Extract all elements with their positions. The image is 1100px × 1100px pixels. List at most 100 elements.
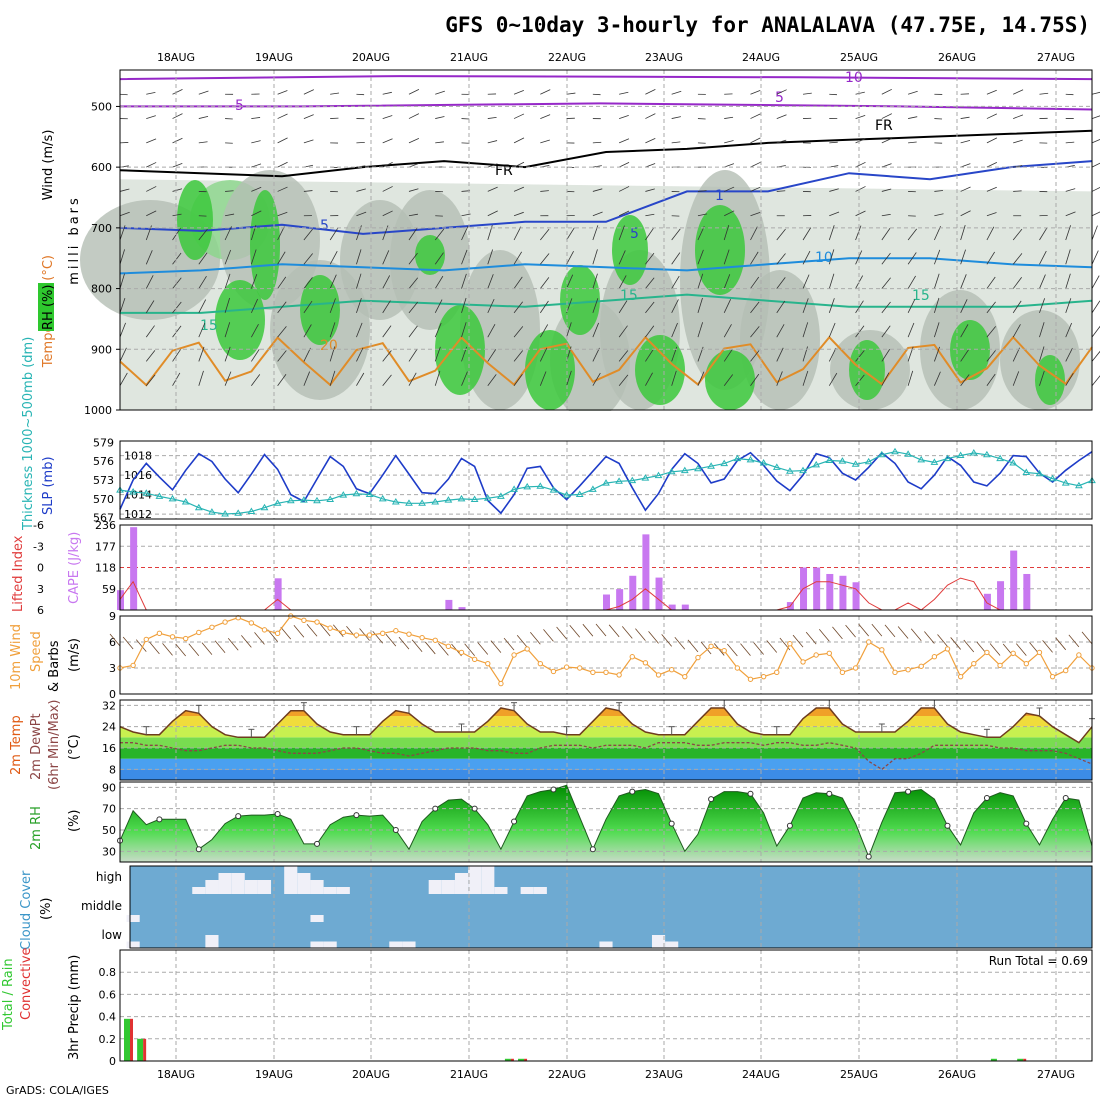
cloud-side-label: Cloud Cover — [19, 870, 34, 950]
wind10m-barb — [871, 623, 883, 637]
top-date-tick-label: 18AUG — [157, 51, 195, 64]
bottom-date-tick-label: 26AUG — [938, 1068, 976, 1081]
wind-barb — [566, 274, 574, 289]
wind-barb — [645, 252, 655, 265]
wind-barb — [251, 374, 261, 386]
wind-barb — [250, 298, 259, 314]
wind-barb — [356, 298, 362, 313]
wind-barb — [855, 225, 862, 241]
thickness-point — [904, 450, 912, 457]
wind-barb — [434, 252, 444, 265]
wind-barb — [277, 374, 287, 386]
wind-barb — [1039, 250, 1047, 265]
thickness-point — [917, 455, 926, 463]
wind10m-barb — [201, 642, 213, 655]
wind-barb — [855, 138, 866, 144]
wind-barb — [224, 322, 231, 338]
rh-point — [1023, 820, 1030, 827]
wind-speed-point — [406, 631, 412, 637]
wind-barb — [461, 371, 468, 386]
thickness-point — [996, 454, 1004, 462]
wind-barb — [986, 161, 998, 168]
cloud-cover-cell — [520, 887, 534, 894]
wind-barb — [907, 299, 916, 314]
rh-green-blob — [950, 320, 990, 380]
wind-barb — [172, 277, 182, 289]
wind10m-barb — [740, 643, 751, 656]
wind-barb — [382, 115, 393, 119]
wind-barb — [855, 300, 864, 314]
wind-barb — [802, 92, 812, 95]
wind-barb — [592, 347, 600, 362]
precip-tick-label: 0.8 — [99, 966, 117, 979]
cape-bar — [826, 573, 834, 610]
thickness-point — [891, 447, 899, 455]
wind-barb — [145, 250, 153, 265]
wind-barb — [986, 373, 996, 386]
wind-barb — [198, 116, 209, 119]
wind-speed-point — [944, 646, 951, 652]
cape-bar — [983, 593, 991, 610]
cloud-cover-cell — [494, 887, 508, 894]
rh-point — [629, 788, 636, 795]
wind-barb — [198, 228, 208, 241]
wind-barb — [986, 226, 995, 241]
thickness-point — [523, 482, 532, 490]
wind-barb — [329, 251, 338, 265]
wind-barb — [855, 114, 866, 119]
cloud-cover-cell — [468, 866, 482, 894]
cape-bar — [603, 594, 610, 610]
thickness-line — [119, 451, 1093, 515]
wind-barb — [303, 300, 313, 314]
rh-green-blob — [435, 305, 485, 395]
temp-line — [119, 707, 1093, 744]
wind10m-barb — [753, 642, 764, 655]
wind-speed-point — [1076, 652, 1082, 658]
wind-barb — [960, 163, 971, 168]
wind-barb — [855, 91, 865, 95]
thickness-point — [602, 479, 610, 486]
wind-barb — [802, 322, 809, 338]
wind10m-barb — [582, 623, 594, 637]
li-tick-label: 0 — [37, 562, 44, 575]
wind-barb — [251, 349, 260, 362]
wind-barb — [356, 322, 363, 338]
thickness-point — [273, 499, 282, 506]
cape-side-label: CAPE (J/kg) — [67, 532, 82, 604]
rh-point — [392, 827, 399, 833]
wind-barb — [435, 90, 445, 95]
wind-barb — [539, 371, 547, 386]
wind-barb — [855, 161, 866, 168]
thickness-point — [431, 498, 440, 505]
wind-barb — [855, 186, 866, 192]
wind-barb — [1065, 347, 1073, 362]
wind-speed-point — [629, 654, 635, 660]
thickness-point — [983, 450, 991, 458]
wind-speed-point — [261, 627, 268, 633]
wind10m-barb — [1055, 637, 1067, 651]
wind-barb — [697, 371, 705, 386]
wind-barb — [619, 115, 629, 119]
top-date-tick-label: 25AUG — [840, 51, 878, 64]
wind-barb — [645, 188, 655, 192]
wind-barb — [251, 323, 259, 338]
wind-barb — [1065, 322, 1072, 338]
wind10m-barb — [897, 626, 909, 639]
wind-barb — [671, 116, 681, 119]
cloud-cover-cell — [310, 941, 324, 948]
thickness-point — [260, 503, 269, 511]
wind-barb — [645, 325, 655, 338]
wind-speed-point — [327, 625, 333, 631]
wind-barb — [356, 141, 365, 144]
wind-barb — [540, 277, 550, 289]
contour-label: 5 — [320, 218, 329, 234]
wind-barb — [1039, 322, 1045, 338]
wind-barb — [986, 186, 997, 192]
wind-speed-point — [340, 629, 346, 636]
wind10m-barb — [818, 629, 830, 642]
thickness-point — [851, 460, 860, 467]
contour-label: 20 — [320, 338, 338, 354]
rh-point — [314, 840, 321, 847]
wind-barb — [828, 298, 835, 313]
